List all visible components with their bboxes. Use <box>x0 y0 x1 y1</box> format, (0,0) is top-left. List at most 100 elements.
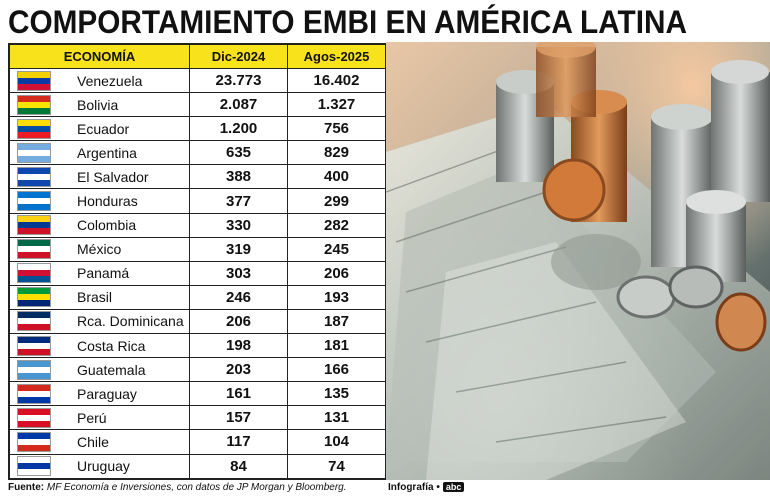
value-dic-2024: 388 <box>189 164 288 190</box>
value-agos-2025: 193 <box>287 284 386 310</box>
country-name: Panamá <box>77 265 130 282</box>
flag-paraguay-icon <box>17 383 51 404</box>
value-agos-2025: 756 <box>287 116 386 142</box>
table-row: Panamá 303 206 <box>9 260 386 286</box>
value-agos-2025: 181 <box>287 333 386 359</box>
flag-guatemala-icon <box>17 359 51 380</box>
country-cell: Argentina <box>9 140 190 166</box>
value-dic-2024: 1.200 <box>189 116 288 142</box>
value-agos-2025: 166 <box>287 357 386 383</box>
value-dic-2024: 157 <box>189 405 288 431</box>
table-row: Guatemala 203 166 <box>9 357 386 383</box>
country-cell: Guatemala <box>9 357 190 383</box>
value-agos-2025: 16.402 <box>287 67 386 94</box>
country-name: Perú <box>77 409 107 426</box>
country-cell: Panamá <box>9 260 190 286</box>
flag-dominican-republic-icon <box>17 311 51 332</box>
country-cell: Honduras <box>9 188 190 214</box>
flag-bolivia-icon <box>17 94 51 115</box>
flag-chile-icon <box>17 431 51 452</box>
table-row: Bolivia 2.087 1.327 <box>9 92 386 118</box>
table-row: El Salvador 388 400 <box>9 164 386 190</box>
money-coins-photo <box>386 42 770 480</box>
value-agos-2025: 829 <box>287 140 386 166</box>
country-name: Chile <box>77 433 109 450</box>
flag-mexico-icon <box>17 239 51 260</box>
country-name: Guatemala <box>77 361 146 378</box>
value-dic-2024: 303 <box>189 260 288 286</box>
coins-banknotes-illustration <box>386 42 770 480</box>
flag-argentina-icon <box>17 142 51 163</box>
value-dic-2024: 198 <box>189 333 288 359</box>
country-name: Paraguay <box>77 385 137 402</box>
flag-peru-icon <box>17 407 51 428</box>
value-agos-2025: 104 <box>287 429 386 455</box>
country-cell: Paraguay <box>9 381 190 407</box>
country-cell: Bolivia <box>9 92 190 118</box>
value-agos-2025: 135 <box>287 381 386 407</box>
value-dic-2024: 23.773 <box>189 67 288 94</box>
value-dic-2024: 377 <box>189 188 288 214</box>
value-agos-2025: 245 <box>287 236 386 262</box>
table-row: Rca. Dominicana 206 187 <box>9 308 386 335</box>
value-agos-2025: 1.327 <box>287 92 386 118</box>
value-dic-2024: 635 <box>189 140 288 166</box>
country-cell: Ecuador <box>9 116 190 142</box>
country-cell: Colombia <box>9 212 190 238</box>
value-dic-2024: 117 <box>189 429 288 455</box>
value-dic-2024: 206 <box>189 308 288 335</box>
flag-venezuela-icon <box>17 70 51 91</box>
flag-brazil-icon <box>17 287 51 308</box>
country-cell: Perú <box>9 405 190 431</box>
value-agos-2025: 74 <box>287 453 386 479</box>
table-header-row: ECONOMÍA Dic-2024 Agos-2025 <box>9 44 386 69</box>
flag-colombia-icon <box>17 215 51 236</box>
country-name: El Salvador <box>77 168 149 185</box>
source-label: Fuente: <box>8 482 45 493</box>
country-name: Colombia <box>77 217 137 234</box>
source-note: Fuente: MF Economía e Inversiones, con d… <box>8 482 347 493</box>
value-dic-2024: 2.087 <box>189 92 288 118</box>
country-cell: Chile <box>9 429 190 455</box>
value-dic-2024: 161 <box>189 381 288 407</box>
table-row: Venezuela 23.773 16.402 <box>9 67 386 94</box>
flag-panama-icon <box>17 263 51 284</box>
header-dic-2024: Dic-2024 <box>189 44 288 69</box>
value-agos-2025: 282 <box>287 212 386 238</box>
credit-label: Infografía • <box>388 482 440 493</box>
value-dic-2024: 330 <box>189 212 288 238</box>
header-economia: ECONOMÍA <box>9 44 190 69</box>
country-cell: Costa Rica <box>9 333 190 359</box>
table-row: Brasil 246 193 <box>9 284 386 310</box>
table-row: Uruguay 84 74 <box>9 453 386 479</box>
country-name: Ecuador <box>77 120 130 137</box>
table-row: Chile 117 104 <box>9 429 386 455</box>
country-name: Brasil <box>77 289 113 306</box>
country-name: Bolivia <box>77 96 119 113</box>
country-name: Costa Rica <box>77 337 146 354</box>
country-name: México <box>77 241 122 258</box>
table-row: Colombia 330 282 <box>9 212 386 238</box>
flag-honduras-icon <box>17 191 51 212</box>
table-row: Costa Rica 198 181 <box>9 333 386 359</box>
country-cell: Uruguay <box>9 453 190 479</box>
flag-ecuador-icon <box>17 118 51 139</box>
country-name: Uruguay <box>77 458 130 475</box>
value-agos-2025: 206 <box>287 260 386 286</box>
source-text: MF Economía e Inversiones, con datos de … <box>46 482 347 493</box>
header-agos-2025: Agos-2025 <box>287 44 386 69</box>
country-name: Argentina <box>77 144 137 161</box>
country-cell: Venezuela <box>9 67 190 94</box>
value-dic-2024: 203 <box>189 357 288 383</box>
table-row: Paraguay 161 135 <box>9 381 386 407</box>
country-name: Honduras <box>77 193 138 210</box>
table-row: México 319 245 <box>9 236 386 262</box>
table-row: Perú 157 131 <box>9 405 386 431</box>
value-agos-2025: 131 <box>287 405 386 431</box>
table-row: Ecuador 1.200 756 <box>9 116 386 142</box>
credit: Infografía • abc <box>388 482 465 493</box>
flag-el-salvador-icon <box>17 166 51 187</box>
country-cell: Rca. Dominicana <box>9 308 190 335</box>
value-dic-2024: 246 <box>189 284 288 310</box>
value-agos-2025: 400 <box>287 164 386 190</box>
